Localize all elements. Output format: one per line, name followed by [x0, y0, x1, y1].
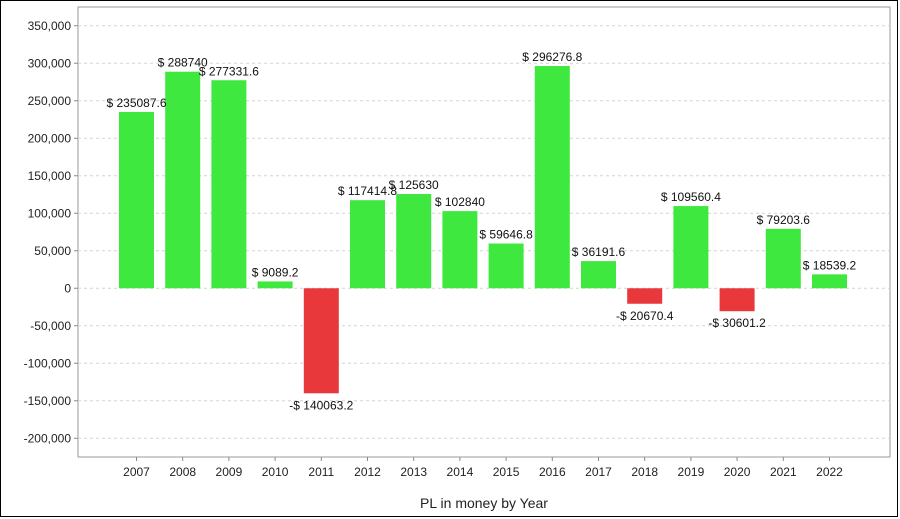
data-label: $ 125630	[389, 178, 439, 192]
x-tick-label: 2021	[770, 465, 797, 479]
y-tick-label: 350,000	[28, 19, 72, 33]
y-tick-label: -150,000	[24, 394, 72, 408]
data-label: $ 9089.2	[252, 265, 299, 279]
bar-2017[interactable]	[581, 261, 616, 289]
x-axis: 2007 2008 2009 2010 2011 2012 2013 2014 2015 2016…	[123, 457, 843, 479]
data-label: -$ 140063.2	[289, 398, 353, 412]
x-axis-title: PL in money by Year	[420, 495, 548, 511]
y-tick-label: -50,000	[30, 319, 71, 333]
bar-2009[interactable]	[211, 80, 247, 289]
y-tick-label: 150,000	[28, 169, 72, 183]
data-label: $ 18539.2	[803, 258, 857, 272]
x-tick-label: 2013	[400, 465, 427, 479]
x-tick-label: 2015	[493, 465, 520, 479]
bar-2016[interactable]	[534, 66, 570, 289]
bar-2019[interactable]	[673, 206, 709, 289]
data-label: -$ 30601.2	[708, 316, 766, 330]
x-tick-label: 2017	[585, 465, 612, 479]
data-label: $ 102840	[435, 195, 485, 209]
x-tick-label: 2019	[678, 465, 705, 479]
data-label: $ 109560.4	[661, 190, 721, 204]
bar-2018[interactable]	[627, 288, 663, 304]
data-label: $ 59646.8	[479, 228, 533, 242]
data-label: $ 36191.6	[572, 245, 626, 259]
y-tick-label: 50,000	[34, 244, 71, 258]
data-labels: $ 235087.6 $ 288740$ 277331.6 $ 9089.2 -$ 1…	[106, 50, 856, 412]
data-label: $ 79203.6	[757, 213, 811, 227]
bar-2010[interactable]	[257, 281, 293, 289]
data-label: -$ 20670.4	[616, 309, 674, 323]
bar-2013[interactable]	[396, 194, 432, 289]
bar-2007[interactable]	[119, 111, 154, 289]
y-tick-label: 250,000	[28, 94, 72, 108]
bar-2022[interactable]	[812, 274, 847, 289]
y-tick-label: 200,000	[28, 131, 72, 145]
x-tick-label: 2012	[354, 465, 381, 479]
x-tick-label: 2018	[631, 465, 658, 479]
y-tick-label: 100,000	[28, 206, 72, 220]
y-tick-label: 0	[64, 281, 71, 295]
bar-2014[interactable]	[442, 211, 478, 289]
y-tick-label: -200,000	[24, 431, 72, 445]
x-tick-label: 2010	[262, 465, 289, 479]
x-tick-label: 2008	[169, 465, 196, 479]
y-tick-label: 300,000	[28, 56, 72, 70]
bar-2015[interactable]	[488, 243, 524, 289]
data-label: $ 288740	[158, 56, 208, 70]
bar-2012[interactable]	[350, 200, 385, 289]
x-tick-label: 2009	[216, 465, 243, 479]
x-tick-label: 2014	[447, 465, 474, 479]
data-label: $ 296276.8	[522, 50, 582, 64]
x-tick-label: 2011	[308, 465, 334, 479]
bars	[119, 66, 847, 394]
bar-2011[interactable]	[303, 288, 339, 394]
bar-2008[interactable]	[165, 71, 201, 289]
y-tick-label: -100,000	[24, 356, 72, 370]
x-tick-label: 2016	[539, 465, 566, 479]
x-tick-label: 2020	[724, 465, 751, 479]
data-label: $ 277331.6	[199, 64, 259, 78]
x-tick-label: 2022	[816, 465, 843, 479]
data-label: $ 235087.6	[106, 96, 166, 110]
bar-2020[interactable]	[719, 288, 755, 312]
x-tick-label: 2007	[123, 465, 150, 479]
y-axis: 350,000 300,000 250,000 200,000 150,000 100,0…	[24, 19, 78, 445]
data-label: $ 117414.8	[338, 184, 397, 198]
bar-2021[interactable]	[765, 228, 801, 289]
